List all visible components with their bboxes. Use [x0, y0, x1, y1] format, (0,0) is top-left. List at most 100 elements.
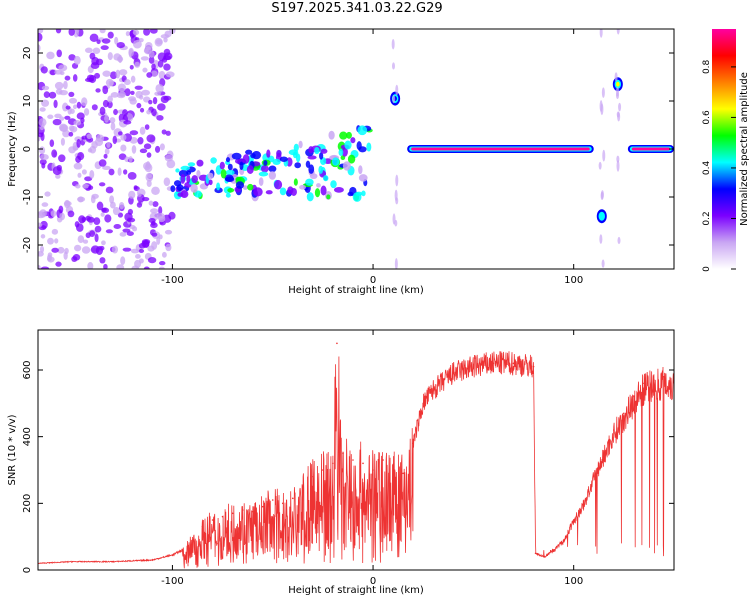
- scattered-blob: [247, 183, 254, 191]
- scattered-blob: [245, 149, 253, 155]
- snr-data-point: [532, 365, 535, 368]
- snr-data-point: [281, 502, 284, 505]
- noise-blob: [69, 108, 75, 114]
- noise-blob: [161, 251, 167, 258]
- scattered-blob: [326, 194, 331, 200]
- scattered-blob: [225, 169, 235, 176]
- noise-blob: [73, 55, 81, 65]
- noise-blob: [107, 52, 113, 61]
- noise-blob: [118, 69, 128, 76]
- snr-data-point: [582, 502, 585, 505]
- noise-blob: [82, 183, 90, 189]
- noise-blob: [41, 202, 49, 207]
- noise-blob: [107, 31, 114, 39]
- carrier-line-core: [411, 147, 590, 151]
- noise-blob: [110, 91, 119, 98]
- noise-blob: [144, 124, 150, 130]
- spectrogram-x-axis-label: Height of straight line (km): [288, 285, 424, 296]
- noise-blob: [44, 191, 51, 197]
- scattered-blob: [225, 176, 235, 183]
- noise-blob: [89, 230, 96, 237]
- noise-blob: [68, 54, 76, 61]
- noise-blob: [55, 261, 62, 267]
- noise-blob: [51, 149, 58, 158]
- noise-blob: [127, 171, 137, 180]
- snr-data-point: [241, 509, 244, 511]
- noise-blob: [152, 96, 158, 105]
- noise-blob: [91, 141, 98, 149]
- snr-data-point: [382, 459, 384, 461]
- spectrogram-y-tick-label: 10: [22, 95, 33, 108]
- noise-blob: [139, 107, 145, 113]
- scattered-blob: [268, 171, 276, 180]
- noise-blob: [51, 228, 59, 235]
- scattered-blob: [178, 169, 189, 178]
- noise-blob: [46, 51, 55, 60]
- noise-blob: [99, 106, 106, 116]
- scattered-blob: [358, 174, 368, 182]
- scattered-blob: [242, 154, 250, 164]
- scattered-blob: [258, 171, 269, 177]
- noise-blob: [101, 38, 111, 44]
- scattered-blob: [357, 125, 368, 136]
- snr-data-point: [653, 379, 655, 381]
- noise-blob: [73, 29, 79, 38]
- noise-blob: [92, 47, 101, 54]
- peak-streak: [599, 234, 603, 244]
- scattered-blob: [268, 165, 277, 173]
- noise-blob: [141, 89, 151, 96]
- noise-blob: [88, 185, 94, 190]
- peak-streak: [616, 29, 620, 35]
- noise-blob: [38, 44, 41, 52]
- noise-blob: [51, 247, 59, 253]
- noise-blob: [49, 139, 55, 147]
- spectrogram-x-tick-label: 100: [564, 275, 583, 286]
- scattered-blob: [287, 186, 294, 195]
- noise-blob: [47, 237, 54, 245]
- noise-blob: [76, 223, 84, 232]
- noise-blob: [147, 257, 157, 264]
- snr-x-tick-label: 0: [370, 576, 376, 587]
- scattered-blob: [344, 140, 352, 150]
- noise-blob: [150, 70, 158, 77]
- noise-blob: [151, 241, 158, 250]
- noise-blob: [150, 208, 159, 214]
- snr-x-axis-label: Height of straight line (km): [288, 585, 424, 596]
- noise-blob: [68, 29, 75, 36]
- scattered-blob: [279, 187, 287, 196]
- scattered-blob: [346, 131, 352, 139]
- noise-blob: [102, 70, 111, 77]
- noise-blob: [142, 67, 148, 73]
- scattered-blob: [190, 183, 198, 193]
- noise-blob: [84, 47, 93, 54]
- noise-blob: [47, 114, 54, 120]
- noise-blob: [124, 88, 131, 97]
- scattered-blob: [356, 141, 362, 151]
- noise-blob: [118, 91, 126, 98]
- noise-blob: [113, 223, 122, 230]
- noise-blob: [73, 162, 83, 170]
- noise-blob: [68, 91, 75, 97]
- snr-data-point: [613, 429, 615, 431]
- noise-blob: [107, 95, 113, 103]
- scattered-blob: [235, 176, 242, 182]
- noise-blob: [166, 159, 176, 169]
- noise-blob: [108, 80, 114, 87]
- noise-blob: [72, 254, 81, 261]
- noise-blob: [81, 246, 91, 254]
- noise-blob: [64, 247, 69, 255]
- noise-blob: [55, 174, 61, 179]
- noise-blob: [137, 192, 142, 197]
- scattered-blob: [210, 157, 217, 164]
- noise-blob: [41, 162, 46, 169]
- colorbar-tick-label: 0.2: [702, 211, 712, 225]
- noise-blob: [75, 184, 81, 189]
- noise-blob: [58, 205, 64, 214]
- noise-blob: [38, 132, 44, 138]
- noise-blob: [54, 69, 63, 75]
- noise-blob: [64, 199, 71, 209]
- carrier-line-core: [631, 147, 670, 151]
- scattered-blob: [180, 174, 186, 184]
- snr-data-point: [542, 555, 545, 558]
